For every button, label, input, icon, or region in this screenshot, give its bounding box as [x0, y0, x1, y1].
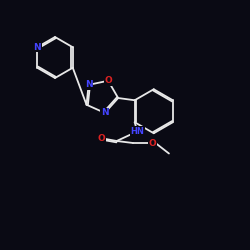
- Text: N: N: [101, 108, 108, 118]
- Text: N: N: [85, 80, 92, 89]
- Text: O: O: [97, 134, 105, 143]
- Text: HN: HN: [130, 127, 144, 136]
- Text: O: O: [148, 138, 156, 147]
- Text: O: O: [104, 76, 112, 85]
- Text: N: N: [34, 43, 41, 52]
